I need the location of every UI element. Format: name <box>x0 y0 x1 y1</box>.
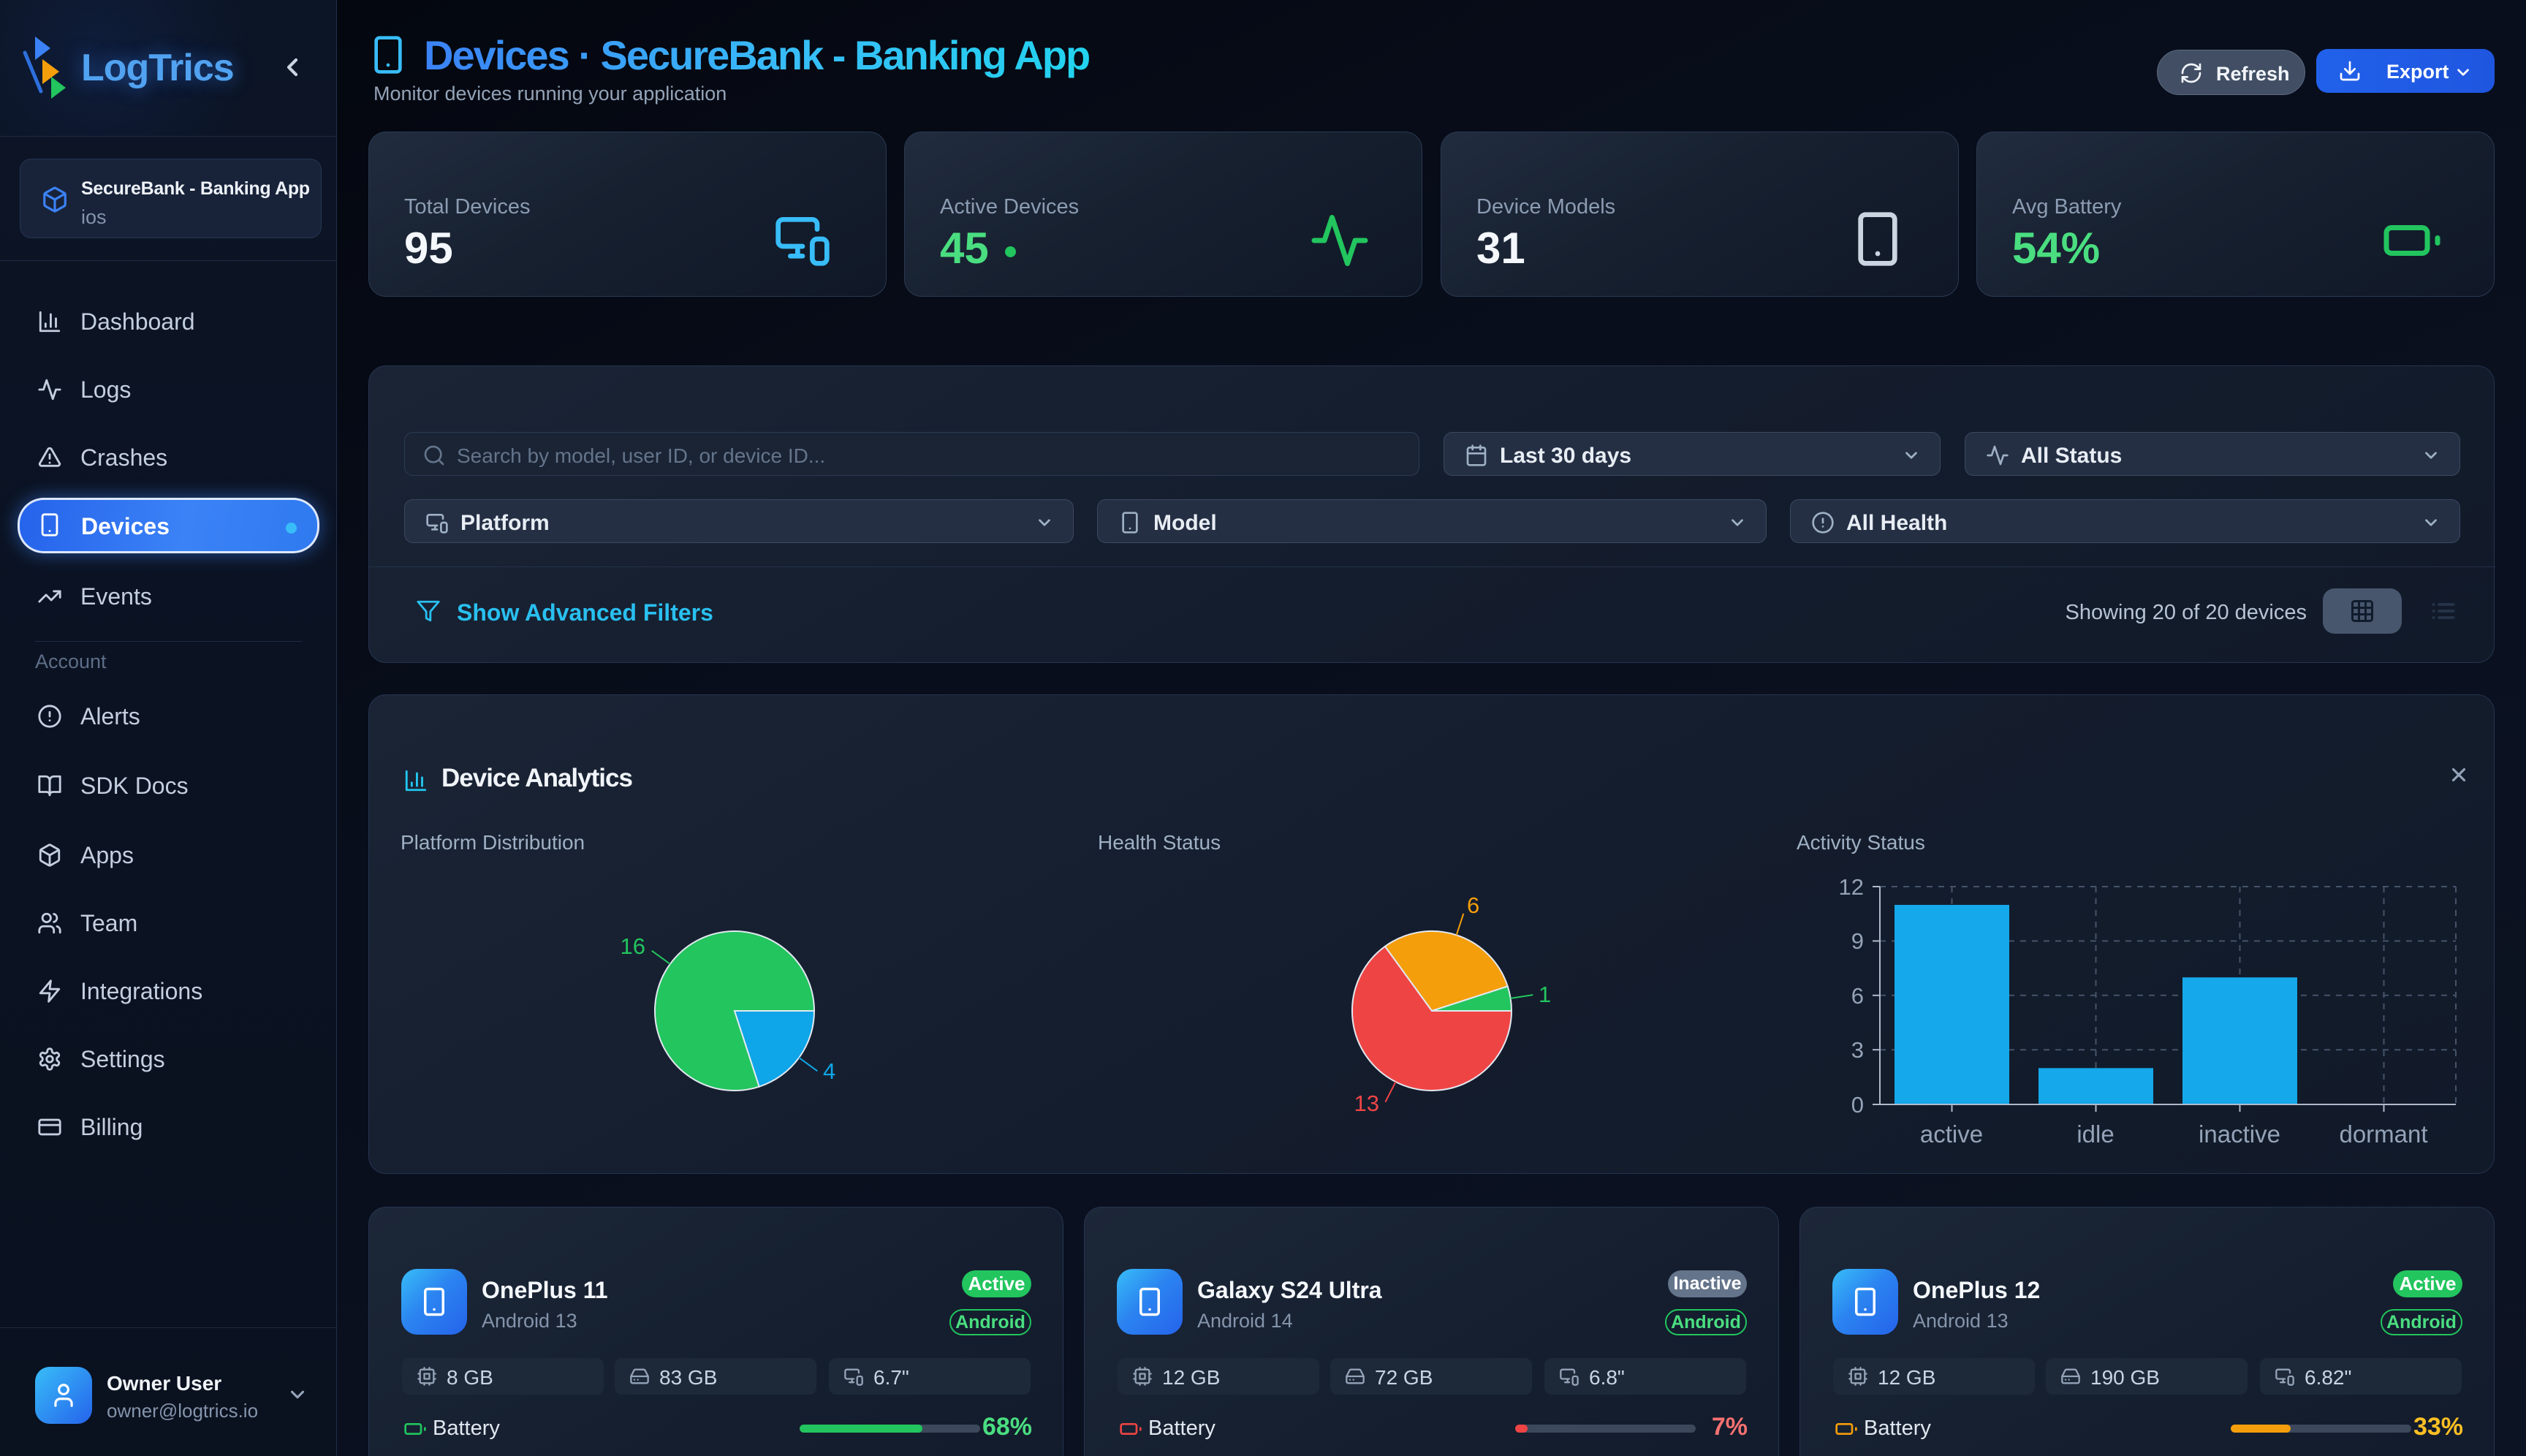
svg-text:13: 13 <box>1354 1091 1379 1116</box>
svg-text:active: active <box>1920 1121 1983 1148</box>
svg-text:6: 6 <box>1851 983 1864 1009</box>
svg-text:1: 1 <box>1539 982 1551 1007</box>
svg-text:idle: idle <box>2076 1121 2114 1148</box>
svg-text:inactive: inactive <box>2199 1121 2280 1148</box>
svg-text:4: 4 <box>823 1058 835 1084</box>
svg-text:dormant: dormant <box>2339 1121 2427 1148</box>
svg-text:9: 9 <box>1851 928 1864 954</box>
svg-text:3: 3 <box>1851 1037 1864 1063</box>
svg-text:16: 16 <box>621 933 645 959</box>
svg-text:6: 6 <box>1467 892 1479 918</box>
svg-text:12: 12 <box>1839 874 1864 900</box>
svg-text:0: 0 <box>1851 1092 1864 1118</box>
